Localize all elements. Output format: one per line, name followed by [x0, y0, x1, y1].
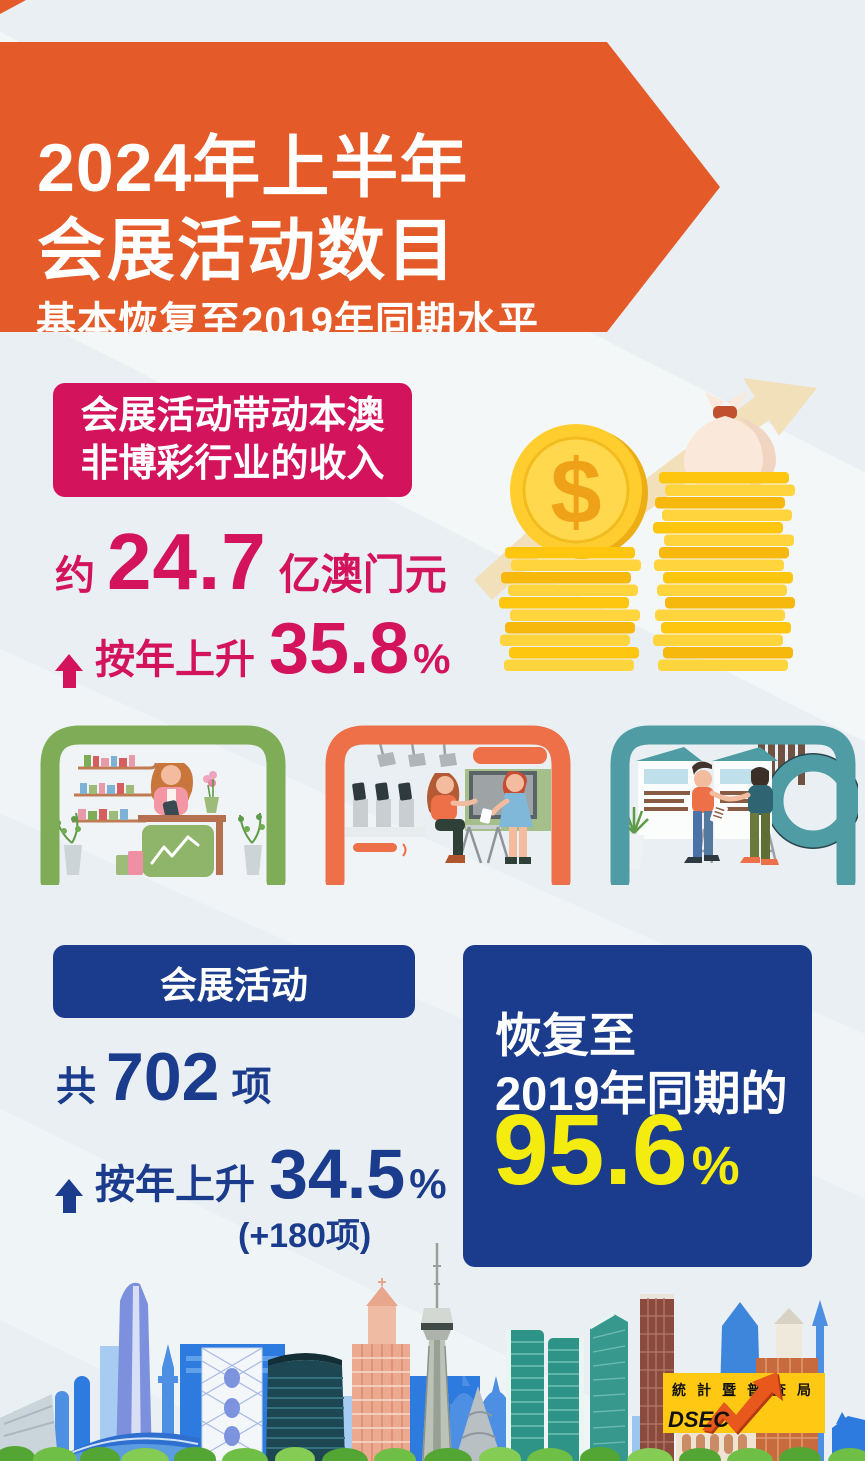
man-left	[684, 761, 733, 863]
recovery-line2: 2019年同期的	[495, 1067, 788, 1120]
page-subtitle: 基本恢复至2019年同期水平	[36, 300, 539, 344]
events-label-box: 会展活动	[53, 945, 415, 1018]
income-label-line2: 非博彩行业的收入	[80, 443, 385, 485]
income-label-line1: 会展活动带动本澳	[80, 395, 385, 437]
page-title-line1: 2024年上半年	[37, 130, 469, 206]
dsec-logo: 統計暨普查局 DSEC	[663, 1372, 825, 1435]
events-growth-note: (+180项)	[238, 1217, 372, 1255]
orange-arch-frame	[325, 725, 571, 885]
growth-zigzag-arrow-icon	[702, 1372, 781, 1433]
bushes-row	[0, 1446, 865, 1461]
scene-card-handshake	[610, 725, 858, 885]
events-total-prefix: 共	[56, 1065, 96, 1109]
man-right	[727, 767, 779, 865]
sales-line-chart	[150, 835, 200, 865]
scene-card-meeting	[325, 725, 571, 885]
income-growth-value: 35.8	[269, 609, 410, 689]
events-growth-value: 34.5	[269, 1135, 406, 1213]
income-amount-unit: 亿澳门元	[278, 551, 447, 598]
recovery-line1: 恢复至	[495, 1009, 636, 1062]
income-amount-row: 约 24.7 亿澳门元	[55, 516, 447, 608]
meeting-scene	[345, 742, 566, 864]
page-title-line2: 会展活动数目	[37, 213, 458, 289]
shop-scene	[55, 755, 265, 877]
dsec-chinese-name: 統計暨普查局	[672, 1382, 822, 1398]
macau-tower	[421, 1243, 453, 1461]
income-approx-prefix: 约	[55, 554, 95, 598]
dsec-latin-name: DSEC	[668, 1407, 730, 1432]
up-arrow-icon	[55, 654, 83, 688]
income-label-box: 会展活动带动本澳 非博彩行业的收入	[53, 383, 412, 497]
coins-money-illustration: $	[475, 378, 817, 671]
recovery-value: 95.6	[493, 1094, 688, 1206]
scene-card-exhibition-shop	[40, 725, 286, 885]
macau-skyline-illustration: 統計暨普查局 DSEC	[0, 1243, 865, 1461]
green-arch-frame	[40, 725, 286, 885]
handshake-scene	[619, 735, 858, 869]
events-label: 会展活动	[160, 964, 308, 1006]
recovery-box: 恢复至 2019年同期的 95.6 %	[463, 945, 812, 1267]
events-total-unit: 项	[231, 1065, 272, 1109]
dollar-coin-icon: $	[510, 424, 648, 559]
income-growth-unit: %	[413, 635, 451, 682]
up-arrow-icon	[55, 1179, 83, 1213]
events-growth-unit: %	[409, 1160, 447, 1207]
recovery-value-row: 95.6 %	[493, 1093, 740, 1208]
events-growth-row: 按年上升 34.5 %	[55, 1134, 447, 1215]
skyline-front-layer	[0, 1243, 818, 1461]
corner-chevron-decoration	[0, 0, 26, 14]
booth-panel-left	[636, 747, 702, 839]
events-growth-prefix: 按年上升	[95, 1163, 255, 1207]
events-total-row: 共 702 项	[56, 1038, 271, 1116]
header-banner-arrow: 2024年上半年 会展活动数目 基本恢复至2019年同期水平	[0, 42, 720, 332]
coin-stack-left	[499, 547, 641, 671]
recovery-unit: %	[691, 1136, 740, 1196]
coin-dollar-symbol: $	[550, 441, 601, 543]
teal-arch-frame	[610, 725, 856, 885]
income-amount-value: 24.7	[107, 517, 267, 606]
money-bag-icon	[684, 390, 776, 488]
events-total-value: 702	[106, 1039, 220, 1115]
coin-stack-right	[653, 472, 795, 671]
teal-towers	[506, 1312, 628, 1461]
income-growth-row: 按年上升 35.8 %	[55, 608, 451, 690]
income-growth-prefix: 按年上升	[95, 638, 255, 682]
